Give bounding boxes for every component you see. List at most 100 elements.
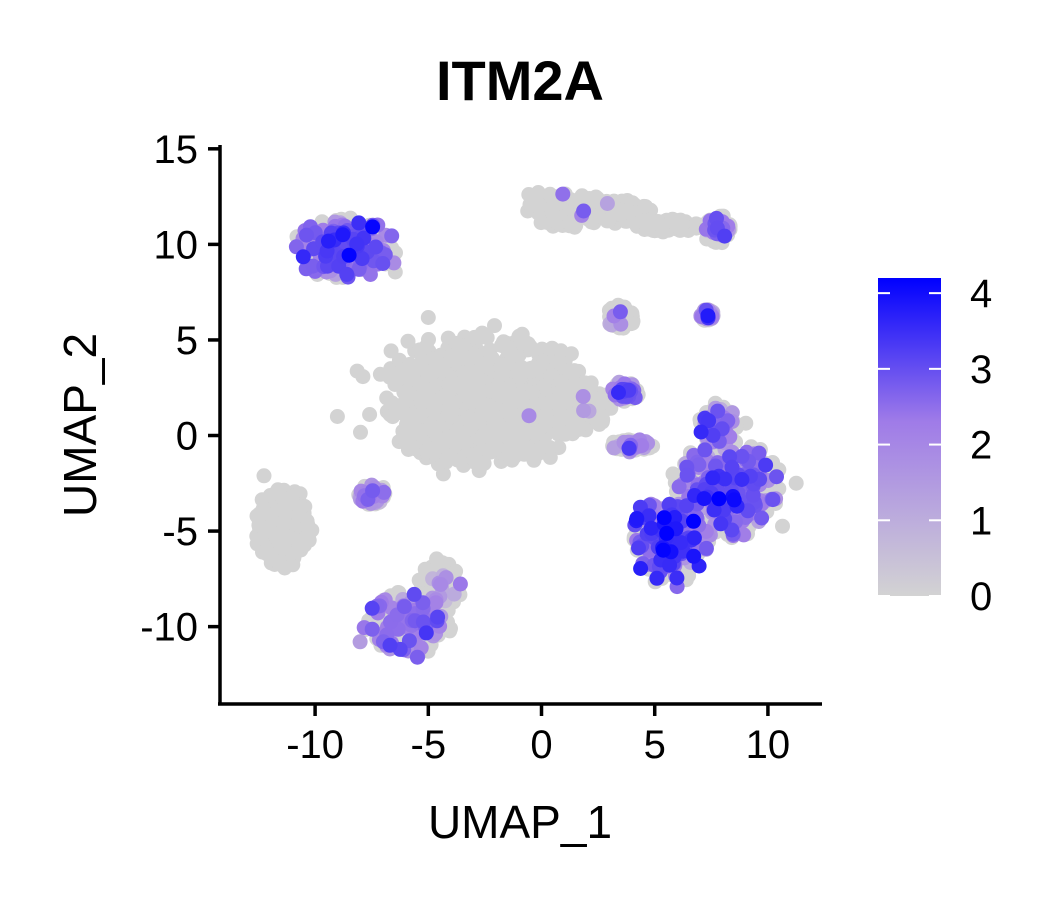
- scatter-point: [555, 186, 571, 202]
- scatter-point: [613, 206, 629, 222]
- scatter-point: [376, 484, 392, 500]
- scatter-point: [485, 421, 501, 437]
- scatter-point: [621, 440, 637, 456]
- scatter-point: [656, 510, 672, 526]
- scatter-point: [758, 457, 774, 473]
- scatter-point: [659, 525, 675, 541]
- y-tick-label: 0: [176, 415, 198, 459]
- x-tick-label: -5: [411, 723, 447, 767]
- scatter-point: [399, 389, 415, 404]
- scatter-point: [402, 356, 418, 372]
- scatter-point: [673, 535, 689, 551]
- scatter-point: [362, 267, 378, 282]
- scatter-point: [700, 308, 716, 324]
- scatter-point: [479, 330, 495, 346]
- scatter-point: [516, 446, 532, 462]
- y-axis-label: UMAP_2: [54, 333, 106, 517]
- scatter-point: [267, 527, 283, 543]
- scatter-point: [305, 258, 321, 274]
- scatter-point: [352, 634, 368, 650]
- colorbar-tick-label: 1: [970, 499, 992, 543]
- scatter-point: [385, 409, 401, 425]
- scatter-point: [533, 215, 549, 231]
- scatter-point: [429, 551, 445, 567]
- scatter-point: [576, 203, 592, 219]
- scatter-point: [364, 600, 380, 616]
- colorbar-ticks: 0 1 2 3 4: [878, 272, 992, 619]
- scatter-point: [612, 304, 628, 320]
- scatter-point: [409, 649, 425, 665]
- scatter-point: [655, 542, 671, 558]
- scatter-point: [686, 530, 702, 546]
- scatter-point: [641, 508, 657, 524]
- scatter-point: [547, 208, 563, 224]
- scatter-point: [540, 410, 556, 426]
- scatter-point: [576, 403, 592, 419]
- scatter-point: [713, 516, 729, 532]
- scatter-point: [452, 576, 468, 592]
- scatter-point: [505, 417, 521, 433]
- scatter-point: [271, 555, 287, 571]
- scatter-point: [710, 403, 726, 419]
- x-axis-label: UMAP_1: [428, 796, 612, 848]
- x-tick-label: 10: [746, 723, 791, 767]
- scatter-point: [329, 409, 345, 424]
- scatter-point: [634, 438, 650, 454]
- scatter-point: [396, 599, 412, 615]
- scatter-point: [734, 448, 750, 464]
- scatter-point: [419, 443, 435, 459]
- scatter-point: [515, 435, 530, 450]
- colorbar-tick-label: 2: [970, 424, 992, 468]
- y-tick-label: -5: [162, 510, 198, 554]
- scatter-point: [769, 469, 784, 485]
- colorbar-gradient: [878, 278, 941, 596]
- scatter-point: [256, 468, 272, 484]
- scatter-point: [466, 451, 482, 467]
- scatter-point: [567, 193, 583, 209]
- scatter-point: [420, 310, 436, 325]
- scatter-point: [575, 389, 591, 404]
- scatter-point: [553, 343, 569, 359]
- scatter-point: [696, 491, 712, 507]
- scatter-point: [430, 609, 446, 625]
- scatter-point: [745, 487, 761, 503]
- scatter-point: [561, 215, 577, 231]
- scatter-point: [711, 491, 727, 507]
- scatter-point: [353, 424, 368, 440]
- colorbar-tick-label: 3: [970, 348, 992, 392]
- scatter-point: [459, 389, 475, 405]
- y-tick-label: 5: [176, 319, 198, 363]
- scatter-point: [274, 540, 290, 556]
- scatter-point: [673, 221, 689, 236]
- scatter-point: [339, 266, 355, 282]
- scatter-point: [488, 436, 504, 452]
- scatter-point: [679, 467, 695, 483]
- scatter-point: [706, 502, 722, 518]
- scatter-point: [681, 568, 697, 584]
- scatter-point: [351, 215, 367, 231]
- scatter-point: [293, 500, 309, 516]
- scatter-point: [724, 459, 740, 475]
- scatter-point: [734, 472, 750, 487]
- scatter-point: [691, 457, 707, 473]
- scatter-point: [295, 249, 311, 265]
- scatter-point: [422, 391, 438, 407]
- scatter-point: [282, 529, 298, 545]
- scatter-point: [611, 385, 626, 400]
- scatter-point: [412, 342, 428, 358]
- x-tick-label: -10: [286, 723, 344, 767]
- scatter-points: [249, 185, 804, 665]
- scatter-point: [726, 492, 742, 508]
- scatter-point: [349, 236, 365, 252]
- x-tick-label: 5: [644, 723, 666, 767]
- scatter-point: [643, 520, 659, 536]
- y-axis-ticks: -10 -5 0 5 10 15: [140, 128, 220, 650]
- scatter-point: [724, 522, 740, 538]
- scatter-point: [631, 540, 646, 556]
- scatter-point: [362, 407, 378, 422]
- scatter-point: [501, 447, 517, 463]
- scatter-point: [493, 367, 509, 383]
- scatter-point: [487, 318, 502, 334]
- colorbar-tick-label: 4: [970, 272, 992, 316]
- scatter-point: [262, 488, 278, 503]
